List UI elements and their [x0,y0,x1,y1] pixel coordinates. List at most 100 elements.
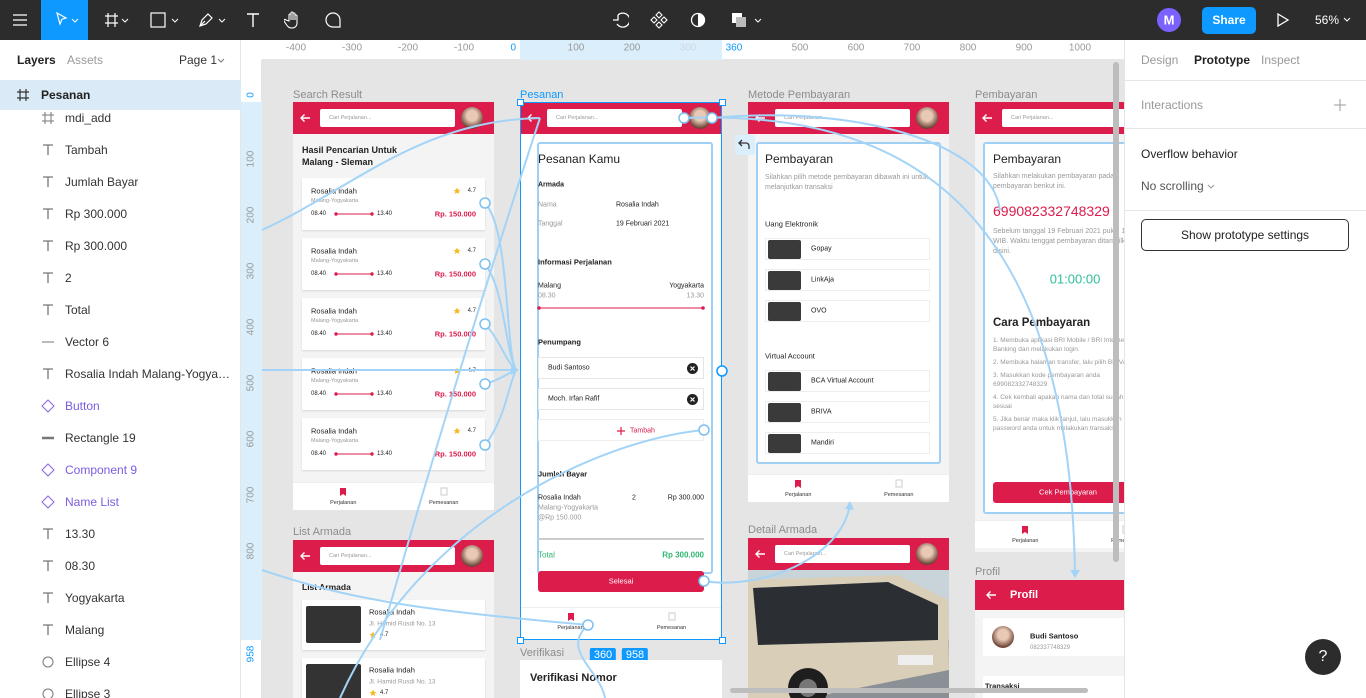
payment-logo [768,434,801,453]
prototype-settings-button[interactable]: Show prototype settings [1141,219,1349,251]
ruler-label: 200 [623,42,641,54]
label: Rp. 150.000 [434,269,476,279]
label: Rp. 150.000 [434,449,476,459]
present-button[interactable] [1276,13,1290,27]
ruler-highlight [241,102,262,640]
layer-row[interactable]: Total [0,294,241,326]
layer-row[interactable]: mdi_add [0,102,241,134]
label: Pesanan Kamu [538,152,621,166]
layer-row[interactable]: 13.30 [0,518,241,550]
tab[interactable]: Inspect [1261,53,1300,67]
result-card: Rosalia Indah Malang-Yogyakarta 4.7 08.40 13… [302,418,485,470]
shape-tool[interactable] [150,12,180,28]
layer-icon [41,463,55,477]
route-line [334,452,374,456]
component-icon[interactable] [650,11,668,29]
ruler-label: 200 [245,206,257,224]
payment-option[interactable]: OVO [765,300,930,322]
ruler-label: 800 [959,42,977,54]
layer-row[interactable]: Rp 300.000 [0,230,241,262]
layer-name: Total [65,303,91,317]
nav-label: Perjalanan [330,500,357,506]
label: Cek Pembayaran [1039,487,1097,497]
user-avatar[interactable] [1157,8,1181,32]
boolean-icon[interactable] [731,12,763,28]
layer-row[interactable]: Vector 6 [0,326,241,358]
zoom-level[interactable]: 56% [1314,13,1340,27]
layer-icon [43,592,53,603]
nav-label: Pemesanan [1111,538,1124,544]
layer-icon [43,528,53,539]
layer-row[interactable]: 08.30 [0,550,241,582]
layer-row[interactable]: Jumlah Bayar [0,166,241,198]
layer-row[interactable]: Button [0,390,241,422]
layer-row[interactable]: Name List [0,486,241,518]
avatar [461,107,483,129]
armada-image [306,606,361,643]
label: 4.7 [380,690,389,696]
layer-row[interactable]: Rp 300.000 [0,198,241,230]
layer-name: Rp 300.000 [65,207,128,221]
page-selector[interactable]: Page 1 [179,53,218,67]
payment-logo [768,302,801,321]
payment-option[interactable]: Mandiri [765,432,930,454]
tab[interactable]: Design [1141,53,1179,67]
text-tool[interactable] [245,12,261,28]
share-label[interactable]: Share [1212,13,1246,27]
payment-option[interactable]: BCA Virtual Account [765,370,930,392]
overflow-select[interactable]: No scrolling [1141,179,1204,193]
payment-option[interactable]: BRIVA [765,401,930,423]
route-line [334,272,374,276]
label: Verifikasi Nomor [530,672,617,684]
ruler-label: 1000 [1068,42,1092,54]
layer-row[interactable]: Rectangle 19 [0,422,241,454]
payment-option[interactable]: LinkAja [765,269,930,291]
selected-layer[interactable]: Pesanan [0,80,241,110]
tab[interactable]: Prototype [1194,53,1251,67]
layer-row[interactable]: Tambah [0,134,241,166]
nav-label: Perjalanan [1012,538,1039,544]
check-button[interactable]: Cek Pembayaran [993,482,1124,503]
hand-tool[interactable] [284,11,302,29]
layer-icon [43,176,53,187]
toolbar [0,0,1366,40]
bus-photo [748,570,949,698]
label: Virtual Account [765,351,815,361]
layer-row[interactable]: Ellipse 4 [0,646,241,678]
layer-row[interactable]: Rosalia Indah Malang-Yogyakarta [0,358,241,390]
pen-tool[interactable] [198,12,228,28]
layer-row[interactable]: Malang [0,614,241,646]
label: Rosalia Indah [311,246,357,256]
layer-icon [43,240,53,251]
armada-image [306,664,361,698]
reset-icon[interactable] [611,11,629,29]
label: Nama [538,201,557,209]
layer-row[interactable]: Yogyakarta [0,582,241,614]
avatar [916,107,938,129]
back-icon [300,552,310,560]
ruler-label: 600 [847,42,865,54]
frame-tool[interactable] [104,12,130,28]
chevron [217,58,225,63]
move-tool[interactable] [41,0,88,40]
ruler-label: -400 [285,42,307,54]
label: Pembayaran [993,152,1062,166]
frame-label: Profil [975,566,1001,578]
ruler-label: 100 [245,150,257,168]
tab[interactable]: Assets [67,53,104,67]
frame: Cari Perjalanan... Pembayaran Silahkan mel… [975,102,1124,552]
share-button[interactable] [1202,7,1256,34]
menu-button[interactable] [12,12,28,28]
tab[interactable]: Layers [17,53,56,67]
divider [1125,210,1366,211]
comment-tool[interactable] [325,12,342,29]
frame-label: Pesanan [520,89,564,101]
layer-row[interactable]: Ellipse 3 [0,678,241,698]
selection-handle [719,99,726,106]
layer-row[interactable]: 2 [0,262,241,294]
layer-row[interactable]: Component 9 [0,454,241,486]
payment-option[interactable]: Gopay [765,238,930,260]
help-button[interactable]: ? [1305,639,1341,675]
zoom-chevron[interactable] [1343,17,1351,23]
mask-icon[interactable] [690,12,706,28]
